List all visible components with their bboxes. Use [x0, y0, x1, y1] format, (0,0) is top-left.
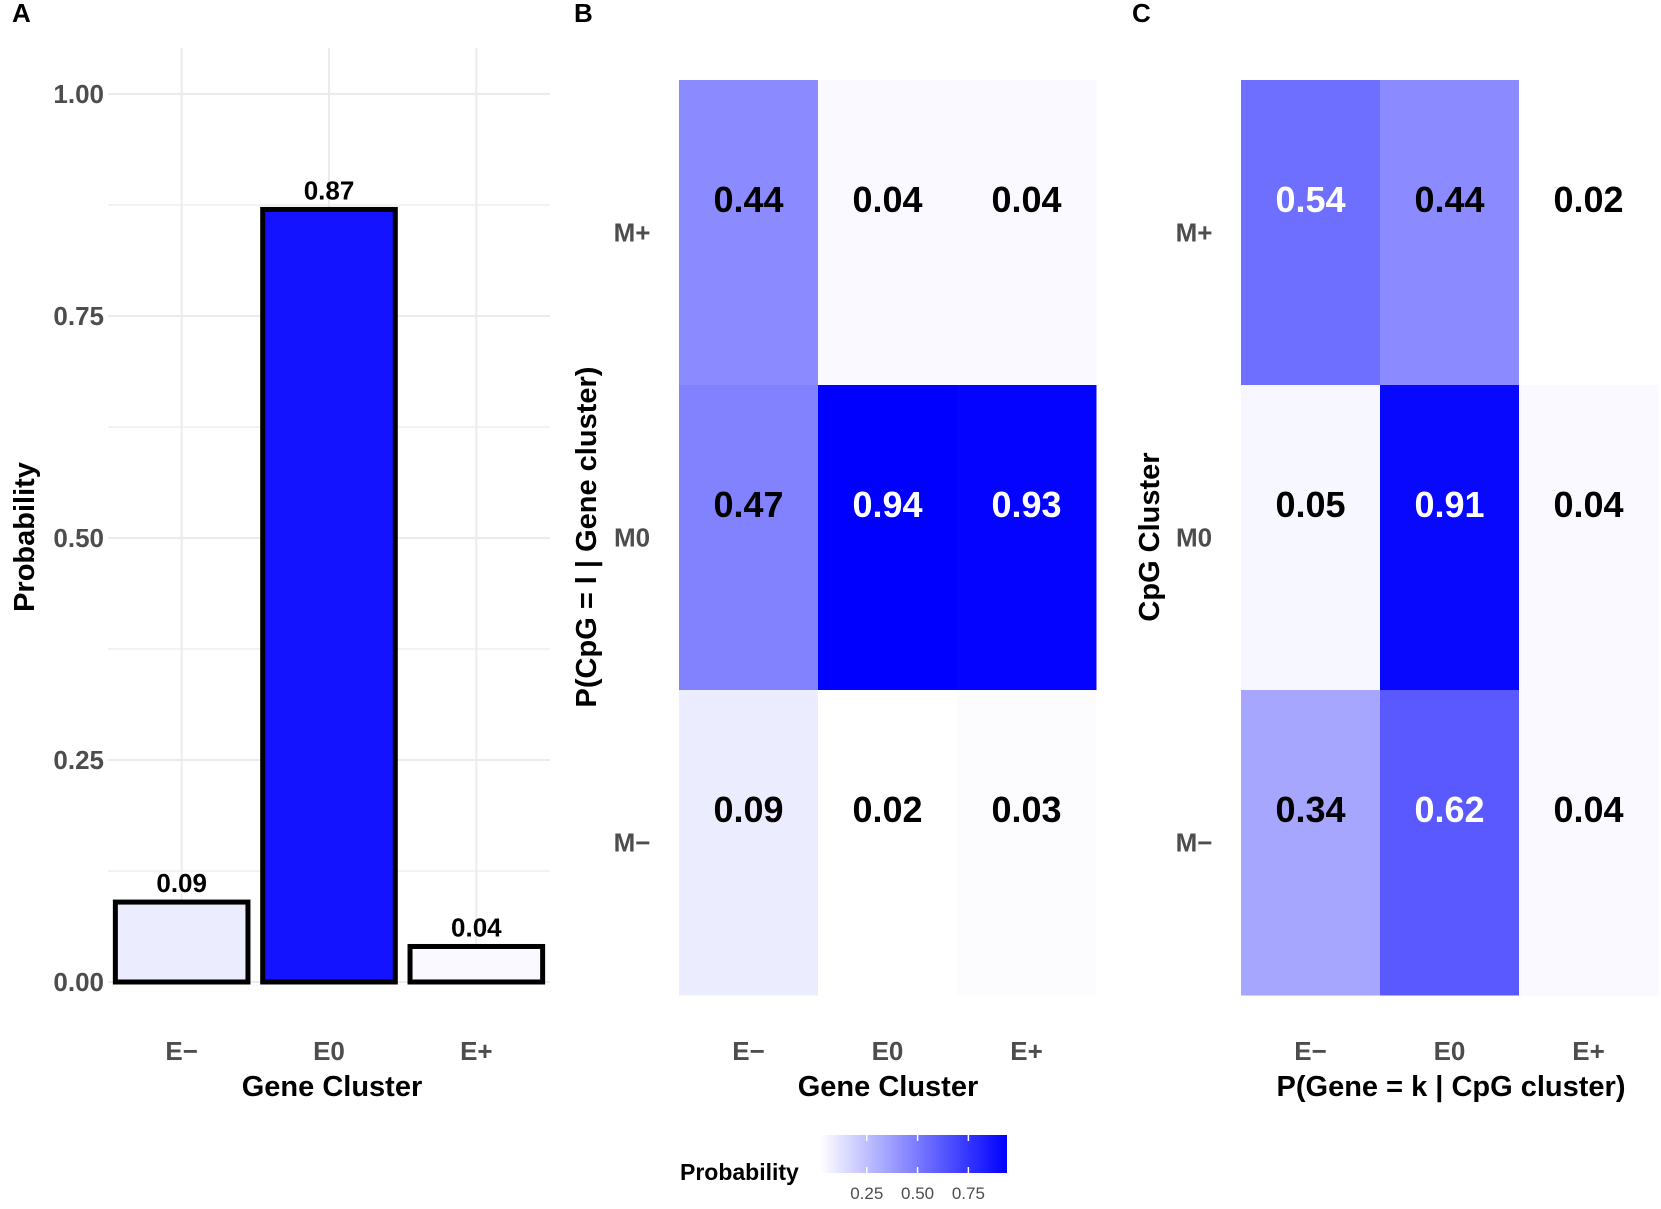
- heatmap-cell-value: 0.02: [852, 789, 922, 830]
- heatmap-cell-value: 0.04: [991, 179, 1061, 220]
- y-tick-label: 0.25: [53, 745, 104, 775]
- heatmap-cell: [679, 80, 819, 386]
- x-tick-label: E0: [872, 1036, 904, 1066]
- x-tick-label: E0: [313, 1036, 345, 1066]
- y-tick-label: M0: [614, 523, 650, 553]
- heatmap-b-y-title: P(CpG = l | Gene cluster): [571, 367, 603, 708]
- legend-tick-label: 0.25: [850, 1184, 883, 1203]
- heatmap-cell: [1241, 385, 1381, 691]
- heatmap-cell-value: 0.03: [991, 789, 1061, 830]
- bar-chart-x-ticks: E− E0 E+: [165, 1036, 492, 1066]
- heatmap-b-panel: 0.44 0.04 0.040.47 0.94 0.930.09 0.02 0.03 M+M…: [571, 80, 1097, 1103]
- heatmap-cell: [818, 690, 958, 996]
- y-tick-label: 1.00: [53, 79, 104, 109]
- heatmap-c-y-title: CpG Cluster: [1134, 452, 1166, 621]
- y-tick-label: 0.50: [53, 523, 104, 553]
- y-tick-label: 0.00: [53, 967, 104, 997]
- heatmap-cell: [1380, 690, 1520, 996]
- heatmap-cell-value: 0.54: [1275, 179, 1345, 220]
- heatmap-cell-value: 0.04: [1553, 484, 1623, 525]
- heatmap-cell: [679, 690, 819, 996]
- legend-tick-label: 0.75: [952, 1184, 985, 1203]
- heatmap-b-cells: 0.44 0.04 0.04 0.47 0.94 0.93 0.09 0.02 0.03: [679, 80, 1097, 996]
- heatmap-b-y-ticks: M+ M0 M−: [614, 218, 651, 858]
- panel-label-a: A: [12, 0, 31, 28]
- panel-label-c: C: [1132, 0, 1151, 28]
- heatmap-c-x-ticks: E− E0 E+: [1294, 1036, 1605, 1066]
- heatmap-b-x-title: Gene Cluster: [798, 1071, 979, 1103]
- heatmap-cell-value: 0.04: [852, 179, 922, 220]
- heatmap-cell-value: 0.05: [1275, 484, 1345, 525]
- heatmap-c-y-ticks: M+ M0 M−: [1176, 218, 1213, 858]
- heatmap-cell: [1380, 385, 1520, 691]
- heatmap-cell: [1519, 80, 1659, 386]
- y-tick-label: M+: [1176, 218, 1213, 248]
- bar-chart-y-title: Probability: [9, 462, 41, 612]
- heatmap-cell: [1241, 690, 1381, 996]
- bar-value-label: 0.09: [156, 868, 207, 898]
- y-tick-label: M+: [614, 218, 651, 248]
- heatmap-cell: [1519, 385, 1659, 691]
- x-tick-label: E0: [1434, 1036, 1466, 1066]
- y-tick-label: 0.75: [53, 301, 104, 331]
- heatmap-cell-value: 0.62: [1414, 789, 1484, 830]
- heatmap-cell: [1241, 80, 1381, 386]
- x-tick-label: E−: [165, 1036, 198, 1066]
- bar-chart-y-ticks: 0.00 0.25 0.50 0.75 1.00: [53, 79, 104, 997]
- heatmap-cell: [1519, 690, 1659, 996]
- legend-title: Probability: [680, 1159, 799, 1185]
- heatmap-cell-value: 0.94: [852, 484, 922, 525]
- x-tick-label: E−: [1294, 1036, 1327, 1066]
- heatmap-c-cells: 0.54 0.44 0.02 0.05 0.91 0.04 0.34 0.62 0.04: [1241, 80, 1659, 996]
- heatmap-c-x-title: P(Gene = k | CpG cluster): [1277, 1071, 1626, 1103]
- x-tick-label: E+: [1572, 1036, 1605, 1066]
- legend-ticks: 0.25 0.50 0.75: [850, 1135, 985, 1203]
- panel-label-b: B: [574, 0, 593, 28]
- legend-colorbar: [820, 1135, 1007, 1173]
- y-tick-label: M−: [1176, 828, 1213, 858]
- heatmap-cell-value: 0.02: [1553, 179, 1623, 220]
- heatmap-cell-value: 0.44: [1414, 179, 1484, 220]
- heatmap-cell: [679, 385, 819, 691]
- y-tick-label: M−: [614, 828, 651, 858]
- bar-0: [112, 899, 251, 985]
- bar-chart-x-title: Gene Cluster: [242, 1071, 423, 1103]
- bar-value-label: 0.04: [451, 912, 502, 942]
- heatmap-b-x-ticks: E− E0 E+: [732, 1036, 1043, 1066]
- color-legend: Probability 0.25 0.50 0.75: [680, 1135, 1007, 1203]
- legend-tick-label: 0.50: [901, 1184, 934, 1203]
- x-tick-label: E−: [732, 1036, 765, 1066]
- bar-2: [407, 943, 546, 985]
- heatmap-cell-value: 0.47: [713, 484, 783, 525]
- heatmap-cell: [957, 385, 1097, 691]
- heatmap-cell-value: 0.93: [991, 484, 1061, 525]
- heatmap-cell-value: 0.44: [713, 179, 783, 220]
- heatmap-cell: [957, 80, 1097, 386]
- y-tick-label: M0: [1176, 523, 1212, 553]
- heatmap-cell-value: 0.34: [1275, 789, 1345, 830]
- heatmap-cell: [818, 80, 958, 386]
- heatmap-cell: [957, 690, 1097, 996]
- heatmap-cell: [1380, 80, 1520, 386]
- bar-chart-bars: 0.09 0.87 0.04: [112, 175, 546, 985]
- x-tick-label: E+: [460, 1036, 493, 1066]
- bar-chart-panel: 0.09 0.87 0.04 0.00 0.25 0.50 0.75 1.00 E− E0 E+…: [9, 48, 550, 1103]
- heatmap-cell-value: 0.09: [713, 789, 783, 830]
- heatmap-cell-value: 0.04: [1553, 789, 1623, 830]
- bar-1: [260, 206, 398, 985]
- x-tick-label: E+: [1010, 1036, 1043, 1066]
- heatmap-cell-value: 0.91: [1414, 484, 1484, 525]
- heatmap-cell: [818, 385, 958, 691]
- heatmap-c-panel: 0.54 0.44 0.020.05 0.91 0.040.34 0.62 0.04 M+M…: [1134, 80, 1659, 1103]
- bar-value-label: 0.87: [304, 175, 355, 205]
